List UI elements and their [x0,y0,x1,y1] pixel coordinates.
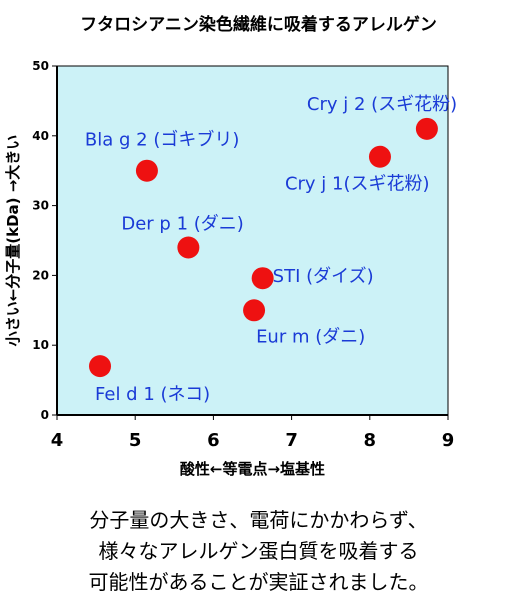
data-point [368,145,391,168]
plot-area [56,65,449,416]
data-label: STI (ダイズ) [273,266,374,287]
y-tick-label: 30 [32,199,49,213]
data-point [243,299,266,322]
data-point [89,355,112,378]
y-tick-label: 10 [32,338,49,352]
caption: 分子量の大きさ、電荷にかかわらず、 様々なアレルゲン蛋白質を吸着する 可能性があ… [0,505,517,598]
x-tick-label: 5 [129,430,142,451]
y-tick-label: 0 [41,408,49,422]
data-point [251,267,274,290]
data-label: Fel d 1 (ネコ) [95,384,210,405]
data-label: Der p 1 (ダニ) [121,213,243,234]
data-label: Cry j 1(スギ花粉) [285,174,430,195]
data-points: Bla g 2 (ゴキブリ) Der p 1 (ダニ) STI (ダイズ) Eur m… [85,94,457,405]
y-tick-label: 20 [32,268,49,282]
caption-line: 分子量の大きさ、電荷にかかわらず、 [89,508,428,532]
caption-line: 様々なアレルゲン蛋白質を吸着する [98,539,419,563]
data-label: Eur m (ダニ) [256,326,365,347]
data-point [135,159,158,182]
data-label: Cry j 2 (スギ花粉) [307,94,457,115]
x-tick-label: 7 [285,430,298,451]
x-tick-label: 9 [442,430,455,451]
x-tick-label: 8 [364,430,377,451]
y-tick-label: 40 [32,129,49,143]
x-axis-label: 酸性←等電点→塩基性 [180,460,325,478]
x-tick-label: 4 [51,430,64,451]
data-label: Bla g 2 (ゴキブリ) [85,129,239,151]
chart-title: フタロシアニン染色繊維に吸着するアレルゲン [80,15,437,35]
x-tick-label: 6 [207,430,220,451]
y-tick-label: 50 [32,59,49,73]
axes [56,66,448,416]
ticks: 4 5 6 7 8 9 0 10 20 30 40 50 [32,59,454,451]
data-point [415,117,438,140]
caption-line: 可能性があることが実証されました。 [88,570,429,594]
y-axis-label: 小さい←分子量(kDa) →大きい [4,135,22,347]
scatter-chart: 4 5 6 7 8 9 0 10 20 30 40 50 Bla g 2 (ゴキブリ) Der p 1 … [4,59,457,478]
data-point [177,236,200,259]
